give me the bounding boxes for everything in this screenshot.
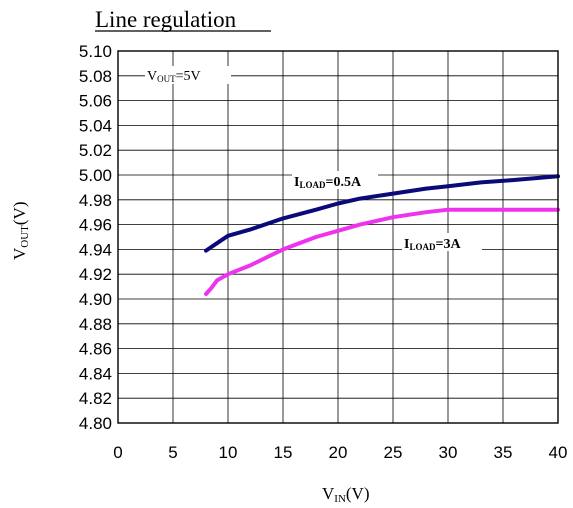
y-tick-label: 5.10 (79, 42, 112, 61)
y-tick-label: 5.04 (79, 116, 112, 135)
series-line-iload-0-5a (204, 174, 560, 253)
x-tick-label: 30 (439, 443, 458, 462)
y-axis-label: VOUT(V) (10, 202, 31, 261)
y-tick-label: 5.02 (79, 141, 112, 160)
y-tick-label: 5.00 (79, 166, 112, 185)
y-tick-label: 4.98 (79, 191, 112, 210)
y-tick-label: 4.86 (79, 340, 112, 359)
y-tick-label: 5.08 (79, 67, 112, 86)
series-line-iload-3a (204, 207, 560, 296)
vout-annotation: VOUT=5V (145, 66, 231, 84)
y-tick-label: 4.82 (79, 389, 112, 408)
series-label-0-5a-text: ILOAD=0.5A (294, 175, 362, 190)
x-tick-labels: 0 5 10 15 20 25 30 35 40 (113, 443, 567, 462)
x-tick-label: 5 (168, 443, 177, 462)
series-label-0-5a: ILOAD=0.5A (292, 171, 378, 190)
vout-annotation-text: VOUT=5V (147, 69, 201, 84)
y-tick-label: 5.06 (79, 92, 112, 111)
x-tick-label: 25 (384, 443, 403, 462)
x-tick-label: 10 (219, 443, 238, 462)
plot-frame (117, 50, 559, 424)
chart-title: Line regulation (95, 7, 237, 32)
y-tick-label: 4.94 (79, 240, 112, 259)
y-tick-label: 4.88 (79, 315, 112, 334)
x-tick-label: 20 (329, 443, 348, 462)
grid (117, 50, 559, 424)
y-tick-label: 4.84 (79, 364, 112, 383)
x-tick-label: 15 (274, 443, 293, 462)
series-label-3a-bg (402, 233, 482, 251)
x-tick-label: 40 (549, 443, 568, 462)
y-tick-label: 4.96 (79, 216, 112, 235)
y-tick-labels: 5.10 5.08 5.06 5.04 5.02 5.00 4.98 4.96 4.94 4.92… (79, 42, 112, 433)
y-tick-label: 4.92 (79, 265, 112, 284)
series-label-3a-text: ILOAD=3A (404, 237, 461, 252)
x-tick-label: 35 (494, 443, 513, 462)
vout-annotation-bg (145, 66, 231, 84)
x-tick-label: 0 (113, 443, 122, 462)
x-axis-label: VIN(V) (322, 484, 370, 505)
series-label-3a: ILOAD=3A (402, 233, 482, 252)
y-tick-label: 4.90 (79, 290, 112, 309)
y-tick-label: 4.80 (79, 414, 112, 433)
series-label-0-5a-bg (292, 171, 378, 189)
series-lines (204, 174, 560, 296)
